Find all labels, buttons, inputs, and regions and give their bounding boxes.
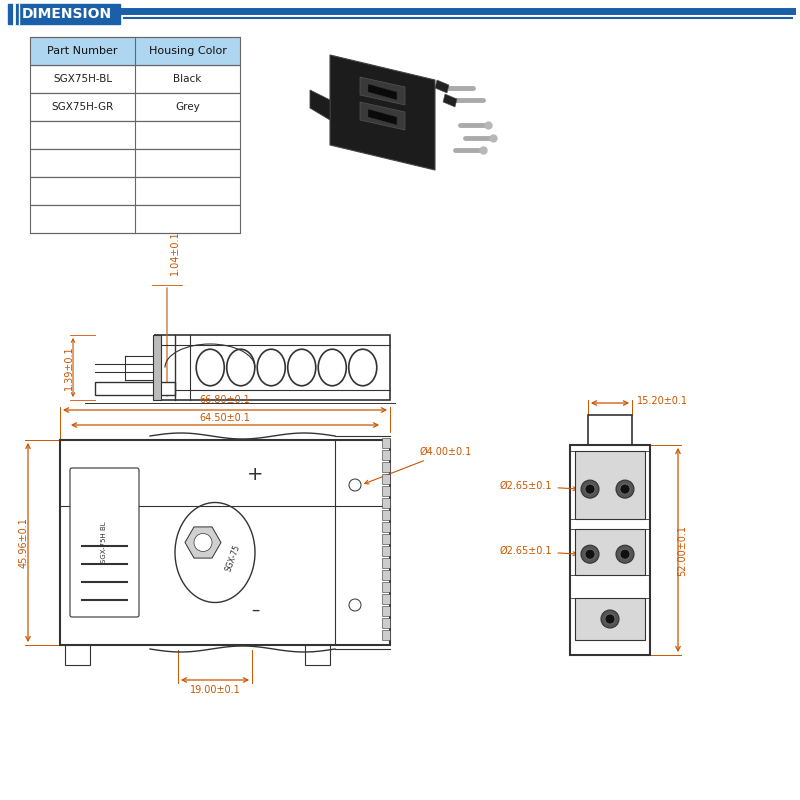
Text: +: + — [246, 466, 263, 485]
Bar — [382, 510, 390, 520]
Circle shape — [581, 480, 599, 498]
Circle shape — [616, 480, 634, 498]
Bar — [382, 474, 390, 484]
Text: 1.39±0.1: 1.39±0.1 — [64, 345, 74, 390]
Bar — [382, 462, 390, 472]
Circle shape — [616, 546, 634, 563]
Bar — [588, 415, 632, 445]
Text: 19.00±0.1: 19.00±0.1 — [190, 685, 240, 695]
Circle shape — [601, 610, 619, 628]
Circle shape — [620, 484, 630, 494]
Text: SGX-75: SGX-75 — [224, 543, 242, 572]
Text: Ø2.65±0.1: Ø2.65±0.1 — [500, 481, 577, 491]
Bar — [382, 438, 390, 448]
Bar — [30, 65, 240, 93]
Polygon shape — [443, 94, 457, 107]
Bar — [30, 37, 240, 65]
Bar — [382, 546, 390, 556]
Circle shape — [581, 546, 599, 563]
Bar — [382, 618, 390, 628]
Text: 64.50±0.1: 64.50±0.1 — [199, 413, 250, 423]
Bar — [382, 486, 390, 496]
Bar — [30, 121, 240, 149]
Polygon shape — [368, 84, 397, 100]
Bar — [382, 570, 390, 580]
Bar — [382, 582, 390, 592]
Circle shape — [194, 534, 212, 551]
Bar — [382, 558, 390, 568]
Bar — [95, 382, 175, 395]
Bar — [65, 645, 90, 665]
Bar — [382, 498, 390, 508]
Circle shape — [585, 484, 595, 494]
Bar — [153, 335, 161, 400]
Text: –: – — [251, 601, 259, 619]
Bar — [30, 205, 240, 233]
Text: DIMENSION: DIMENSION — [22, 7, 112, 21]
Bar — [305, 645, 330, 665]
Text: 52.00±0.1: 52.00±0.1 — [677, 525, 687, 575]
Bar — [382, 522, 390, 532]
Polygon shape — [330, 55, 435, 170]
Polygon shape — [435, 80, 449, 93]
Bar — [575, 451, 645, 518]
Bar — [30, 149, 240, 177]
Text: SGX75H-BL: SGX75H-BL — [53, 74, 112, 84]
Text: SGX-75H BL: SGX-75H BL — [102, 522, 107, 563]
Bar — [30, 93, 240, 121]
Bar — [382, 630, 390, 640]
Polygon shape — [360, 102, 405, 130]
Circle shape — [605, 614, 615, 624]
Circle shape — [349, 479, 361, 491]
Bar — [155, 335, 390, 400]
Bar — [575, 598, 645, 640]
Text: Part Number: Part Number — [47, 46, 118, 56]
Bar — [382, 594, 390, 604]
Text: Ø4.00±0.1: Ø4.00±0.1 — [365, 447, 472, 484]
Polygon shape — [310, 90, 330, 120]
Text: 1.04±0.1: 1.04±0.1 — [170, 230, 180, 275]
Polygon shape — [185, 527, 221, 558]
Circle shape — [585, 549, 595, 559]
Text: SGX75H-GR: SGX75H-GR — [51, 102, 114, 112]
Circle shape — [349, 599, 361, 611]
Text: 15.20±0.1: 15.20±0.1 — [637, 396, 688, 406]
Text: Grey: Grey — [175, 102, 200, 112]
Bar — [8, 4, 120, 24]
Text: Housing Color: Housing Color — [149, 46, 226, 56]
Text: 66.80±0.1: 66.80±0.1 — [200, 395, 250, 405]
Bar — [575, 529, 645, 575]
Polygon shape — [360, 77, 405, 105]
Bar — [382, 606, 390, 616]
Bar — [30, 177, 240, 205]
Text: Ø2.65±0.1: Ø2.65±0.1 — [500, 546, 577, 556]
Circle shape — [620, 549, 630, 559]
Bar — [382, 450, 390, 460]
Bar — [570, 445, 650, 655]
Text: 45.96±0.1: 45.96±0.1 — [19, 517, 29, 568]
Bar — [60, 440, 390, 645]
Polygon shape — [368, 109, 397, 125]
Text: Black: Black — [174, 74, 202, 84]
Bar — [382, 534, 390, 544]
FancyBboxPatch shape — [70, 468, 139, 617]
